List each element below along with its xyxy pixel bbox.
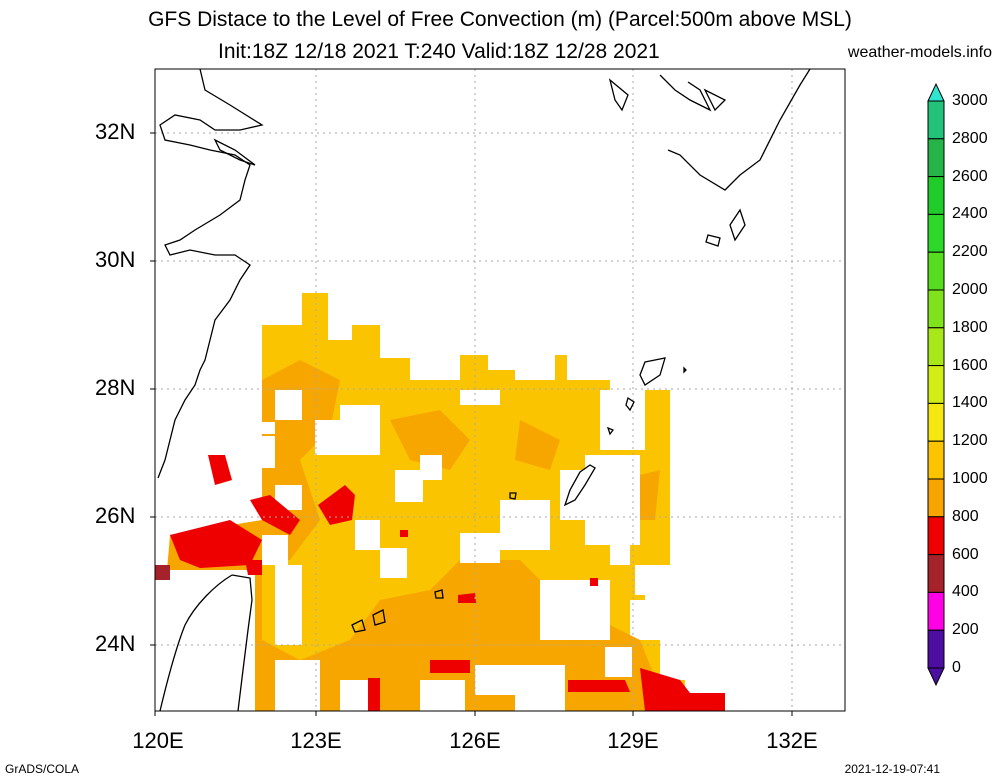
- colorbar-swatch: [927, 440, 945, 480]
- lat-label-26n: 26N: [95, 503, 136, 528]
- lat-label-30n: 30N: [95, 247, 136, 272]
- plot-frame: [154, 68, 846, 712]
- colorbar-swatch: [927, 251, 945, 291]
- lon-label-129e: 129E: [607, 728, 659, 753]
- lon-label-132e: 132E: [766, 728, 818, 753]
- footer-credit: GrADS/COLA: [5, 762, 80, 776]
- lon-label-126e: 126E: [449, 728, 501, 753]
- colorbar: [927, 82, 945, 687]
- colorbar-label: 1800: [952, 318, 988, 336]
- colorbar-label: 2600: [952, 167, 988, 185]
- lon-label-120e: 120E: [132, 728, 184, 753]
- colorbar-label: 0: [952, 659, 961, 676]
- colorbar-label: 2800: [952, 129, 988, 147]
- colorbar-swatch: [927, 138, 945, 178]
- field-low: [170, 455, 725, 711]
- map-subtitle: Init:18Z 12/18 2021 T:240 Valid:18Z 12/2…: [218, 40, 660, 63]
- lon-label-123e: 123E: [290, 728, 342, 753]
- colorbar-label: 2400: [952, 205, 988, 223]
- colorbar-swatch: [927, 213, 945, 253]
- field-mid: [515, 420, 560, 470]
- colorbar-swatch: [927, 327, 945, 367]
- colorbar-label: 3000: [952, 92, 988, 109]
- colorbar-arrow-top: [927, 82, 945, 102]
- colorbar-label: 1600: [952, 356, 988, 374]
- colorbar-label: 1000: [952, 470, 988, 487]
- colorbar-swatch: [927, 629, 945, 669]
- lat-label-24n: 24N: [95, 631, 136, 656]
- field-gaps: [155, 390, 670, 711]
- colorbar-label: 1400: [952, 394, 988, 412]
- colorbar-swatch: [927, 289, 945, 329]
- colorbar-label: 800: [952, 507, 979, 525]
- colorbar-label: 400: [952, 583, 979, 601]
- lat-label-32n: 32N: [95, 119, 136, 144]
- colorbar-label: 1200: [952, 432, 988, 450]
- colorbar-swatch: [927, 100, 945, 140]
- colorbar-swatch: [927, 176, 945, 215]
- axis-ticks: [150, 132, 793, 716]
- colorbar-swatch: [927, 365, 945, 404]
- field-mid: [390, 410, 470, 470]
- colorbar-swatch: [927, 516, 945, 556]
- field-layer: [155, 293, 725, 711]
- colorbar-arrow-bottom: [927, 667, 945, 687]
- footer-timestamp: 2021-12-19-07:41: [844, 762, 940, 776]
- colorbar-label: 2000: [952, 281, 988, 298]
- colorbar-swatch: [927, 402, 945, 442]
- colorbar-label: 600: [952, 545, 979, 563]
- grid-lines: [155, 69, 845, 711]
- colorbar-swatch: [927, 591, 945, 631]
- colorbar-swatch: [927, 478, 945, 518]
- map-title: GFS Distace to the Level of Free Convect…: [148, 8, 852, 31]
- field-400: [155, 565, 170, 580]
- site-credit: weather-models.info: [847, 44, 992, 61]
- coastlines: [157, 69, 811, 711]
- colorbar-label: 200: [952, 621, 979, 639]
- colorbar-swatch: [927, 554, 945, 593]
- lat-label-28n: 28N: [95, 375, 136, 400]
- colorbar-label: 2200: [952, 243, 988, 261]
